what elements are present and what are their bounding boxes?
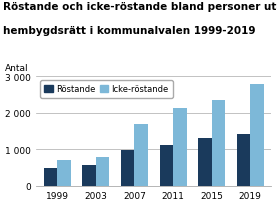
Bar xyxy=(198,138,212,186)
Text: Röstande och icke-röstande bland personer utan: Röstande och icke-röstande bland persone… xyxy=(3,2,277,12)
Bar xyxy=(212,100,225,186)
Bar xyxy=(82,165,96,186)
Bar xyxy=(57,160,71,186)
Legend: Röstande, Icke-röstande: Röstande, Icke-röstande xyxy=(40,81,173,98)
Text: Antal: Antal xyxy=(5,63,29,72)
Bar xyxy=(250,85,264,186)
Bar xyxy=(134,125,148,186)
Bar xyxy=(173,108,186,186)
Bar xyxy=(44,168,57,186)
Bar xyxy=(121,150,134,186)
Text: hembygdsrätt i kommunalvalen 1999-2019: hembygdsrätt i kommunalvalen 1999-2019 xyxy=(3,26,255,36)
Bar xyxy=(160,145,173,186)
Bar xyxy=(96,157,109,186)
Bar xyxy=(237,134,250,186)
